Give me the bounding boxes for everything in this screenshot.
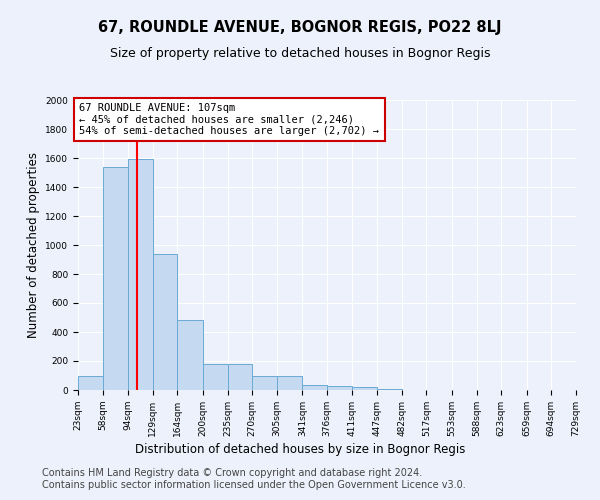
Bar xyxy=(103,166,128,390)
Bar xyxy=(252,376,277,390)
Text: Size of property relative to detached houses in Bognor Regis: Size of property relative to detached ho… xyxy=(110,48,490,60)
Bar xyxy=(203,364,227,390)
Bar xyxy=(227,364,252,390)
Bar xyxy=(302,385,327,390)
Bar xyxy=(153,254,178,390)
Bar xyxy=(178,320,203,390)
Text: 67 ROUNDLE AVENUE: 107sqm
← 45% of detached houses are smaller (2,246)
54% of se: 67 ROUNDLE AVENUE: 107sqm ← 45% of detac… xyxy=(79,103,379,136)
Bar xyxy=(128,160,153,390)
Bar xyxy=(327,386,352,390)
Text: Distribution of detached houses by size in Bognor Regis: Distribution of detached houses by size … xyxy=(135,442,465,456)
Text: Contains HM Land Registry data © Crown copyright and database right 2024.: Contains HM Land Registry data © Crown c… xyxy=(42,468,422,477)
Bar xyxy=(78,376,103,390)
Text: Contains public sector information licensed under the Open Government Licence v3: Contains public sector information licen… xyxy=(42,480,466,490)
Bar xyxy=(277,376,302,390)
Y-axis label: Number of detached properties: Number of detached properties xyxy=(27,152,40,338)
Bar xyxy=(352,387,377,390)
Text: 67, ROUNDLE AVENUE, BOGNOR REGIS, PO22 8LJ: 67, ROUNDLE AVENUE, BOGNOR REGIS, PO22 8… xyxy=(98,20,502,35)
